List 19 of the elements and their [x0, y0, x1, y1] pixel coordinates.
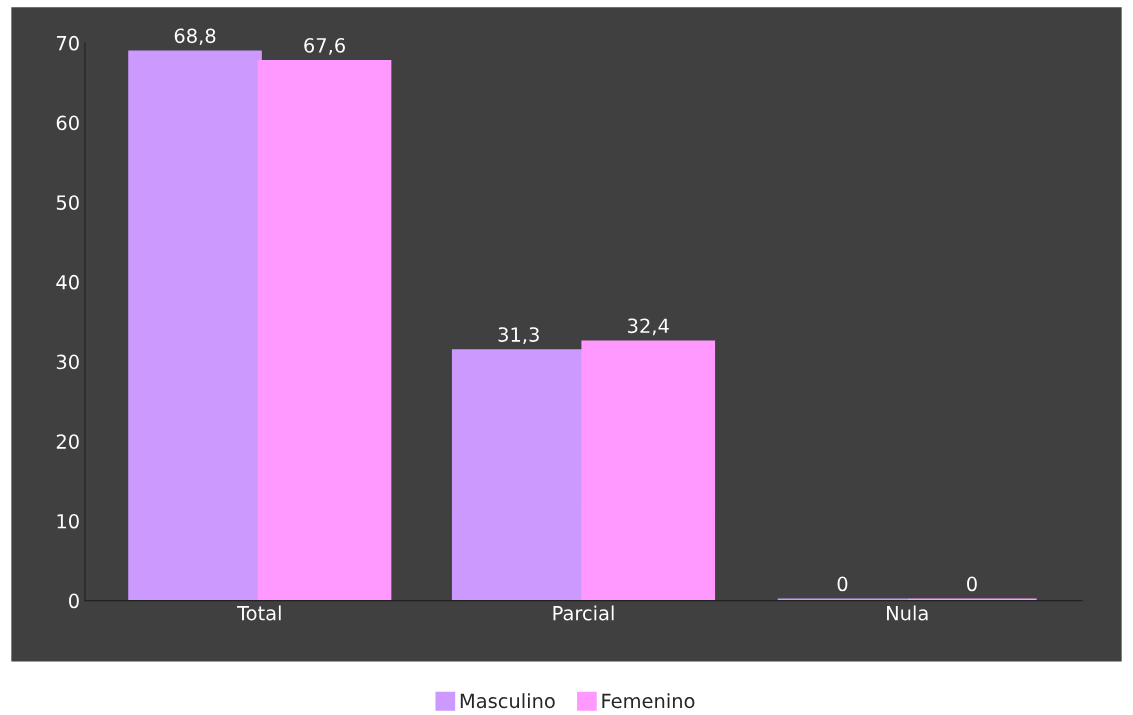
legend-label: Masculino [460, 693, 555, 709]
data-label: 0 [967, 576, 977, 592]
y-tick-label: 0 [69, 593, 79, 609]
x-tick-label: Parcial [553, 605, 614, 621]
y-tick-label: 30 [56, 354, 79, 370]
data-label: 67,6 [304, 37, 345, 55]
y-tick-label: 40 [56, 274, 79, 290]
data-label: 31,3 [498, 327, 539, 344]
data-label: 68,8 [174, 28, 216, 46]
data-label: 32,4 [628, 318, 669, 336]
x-tick-label: Total [237, 605, 281, 621]
y-tick-label: 70 [56, 35, 79, 51]
y-tick-label: 60 [56, 115, 79, 131]
x-tick-label: Nula [887, 605, 928, 621]
data-label: 0 [837, 576, 848, 592]
legend-label: Femenino [602, 693, 695, 709]
y-tick-label: 50 [56, 195, 79, 210]
y-tick-label: 10 [57, 513, 79, 529]
y-tick-label: 20 [56, 434, 79, 449]
